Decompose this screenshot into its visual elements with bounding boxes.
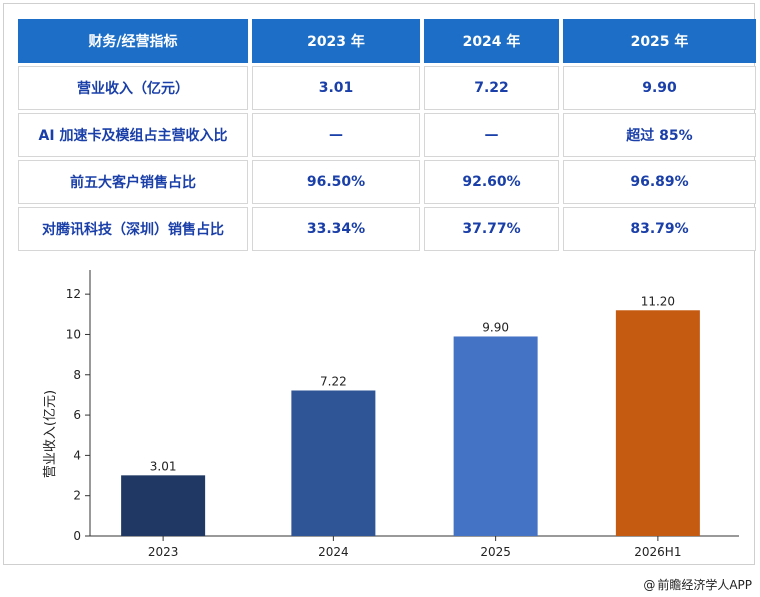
y-tick-label: 12	[66, 287, 81, 301]
y-tick-label: 4	[73, 448, 81, 462]
header-2024: 2024 年	[424, 19, 559, 63]
x-tick-label: 2023	[148, 545, 179, 559]
y-tick-label: 10	[66, 327, 81, 341]
table-header-row: 财务/经营指标 2023 年 2024 年 2025 年	[18, 19, 756, 63]
chart-data-labels: 3.01 7.22 9.90 11.20	[150, 294, 675, 473]
data-label: 7.22	[320, 374, 347, 388]
y-axis-label: 营业收入(亿元)	[43, 390, 58, 478]
source-label: 前瞻经济学人APP	[657, 578, 752, 592]
row-label: AI 加速卡及模组占主营收入比	[18, 113, 248, 157]
x-tick-label: 2026H1	[634, 545, 681, 559]
row-label: 前五大客户销售占比	[18, 160, 248, 204]
x-tick-label: 2025	[480, 545, 511, 559]
header-metric: 财务/经营指标	[18, 19, 248, 63]
bar-2023	[121, 475, 206, 536]
metrics-table: 财务/经营指标 2023 年 2024 年 2025 年 营业收入（亿元） 3.…	[14, 16, 760, 254]
cell-2023: 96.50%	[252, 160, 420, 204]
cell-2023: 3.01	[252, 66, 420, 110]
cell-2023: —	[252, 113, 420, 157]
data-label: 9.90	[482, 320, 509, 334]
row-label: 营业收入（亿元）	[18, 66, 248, 110]
cell-2024: 92.60%	[424, 160, 559, 204]
bar-2025	[453, 336, 538, 536]
y-tick-label: 6	[73, 408, 81, 422]
source-footer: @ 前瞻经济学人APP	[643, 576, 752, 593]
cell-2023: 33.34%	[252, 207, 420, 251]
y-tick-label: 8	[73, 368, 81, 382]
cell-2025: 83.79%	[563, 207, 756, 251]
cell-2024: 7.22	[424, 66, 559, 110]
row-label: 对腾讯科技（深圳）销售占比	[18, 207, 248, 251]
data-label: 3.01	[150, 459, 177, 473]
cell-2025: 96.89%	[563, 160, 756, 204]
figure-frame: 财务/经营指标 2023 年 2024 年 2025 年 营业收入（亿元） 3.…	[3, 3, 756, 565]
header-2023: 2023 年	[252, 19, 420, 63]
data-label: 11.20	[641, 294, 675, 308]
cell-2024: 37.77%	[424, 207, 559, 251]
table-row: 营业收入（亿元） 3.01 7.22 9.90	[18, 66, 756, 110]
x-tick-label: 2024	[318, 545, 349, 559]
table-row: AI 加速卡及模组占主营收入比 — — 超过 85%	[18, 113, 756, 157]
cell-2024: —	[424, 113, 559, 157]
y-tick-label: 0	[73, 529, 81, 543]
table-row: 对腾讯科技（深圳）销售占比 33.34% 37.77% 83.79%	[18, 207, 756, 251]
cell-2025: 9.90	[563, 66, 756, 110]
revenue-bar-chart: 0 2 4 6 8 10 12 2023 2024 2025 2026H1 3.01 7.22 9.90…	[43, 270, 739, 559]
y-tick-label: 2	[73, 489, 81, 503]
copyright-symbol: @	[643, 578, 656, 592]
chart-bars	[121, 310, 700, 536]
header-2025: 2025 年	[563, 19, 756, 63]
cell-2025: 超过 85%	[563, 113, 756, 157]
bar-2026H1	[615, 310, 700, 536]
table-row: 前五大客户销售占比 96.50% 92.60% 96.89%	[18, 160, 756, 204]
bar-2024	[291, 390, 376, 536]
